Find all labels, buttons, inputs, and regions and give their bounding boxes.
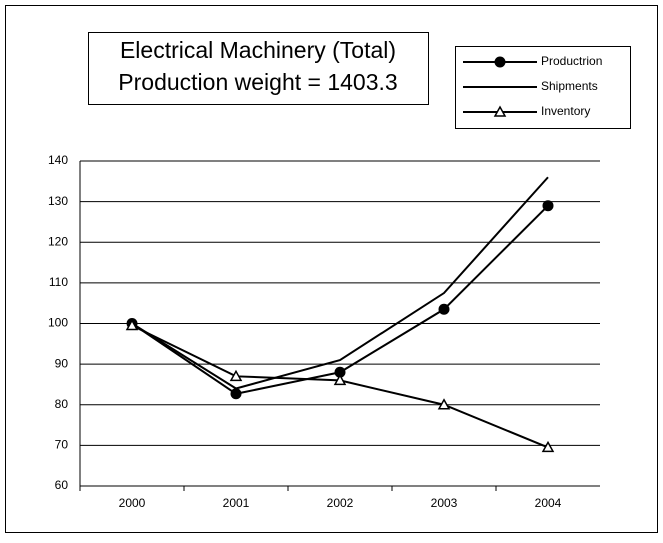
legend-marker (493, 105, 507, 117)
y-tick-label: 100 (48, 316, 68, 330)
point (542, 200, 554, 212)
point (333, 373, 347, 386)
point (438, 303, 450, 315)
x-tick-label: 2000 (119, 496, 146, 510)
title-box (88, 32, 429, 105)
chart-title: Electrical Machinery (Total) (120, 37, 396, 63)
x-tick-label: 2001 (223, 496, 250, 510)
point (230, 388, 242, 400)
x-tick-label: 2002 (327, 496, 354, 510)
legend-box (455, 46, 631, 129)
legend-marker (494, 56, 506, 68)
y-tick-label: 80 (55, 397, 69, 411)
y-tick-label: 140 (48, 153, 68, 167)
y-tick-label: 110 (49, 275, 68, 289)
legend-label: Shipments (541, 79, 598, 93)
y-tick-label: 90 (55, 356, 69, 370)
point (437, 398, 451, 410)
series-line (131, 176, 549, 390)
point (229, 369, 243, 382)
y-tick-label: 130 (48, 194, 68, 208)
y-tick-label: 70 (55, 438, 69, 452)
x-tick-label: 2003 (431, 496, 458, 510)
x-tick-label: 2004 (535, 496, 562, 510)
point (334, 366, 346, 378)
legend-label: Inventory (541, 104, 590, 118)
chart-title: Production weight = 1403.3 (118, 69, 397, 95)
y-tick-label: 120 (48, 234, 68, 248)
y-tick-label: 60 (55, 478, 69, 492)
legend-label: Productrion (541, 54, 602, 68)
point (541, 440, 555, 453)
point (125, 318, 139, 331)
